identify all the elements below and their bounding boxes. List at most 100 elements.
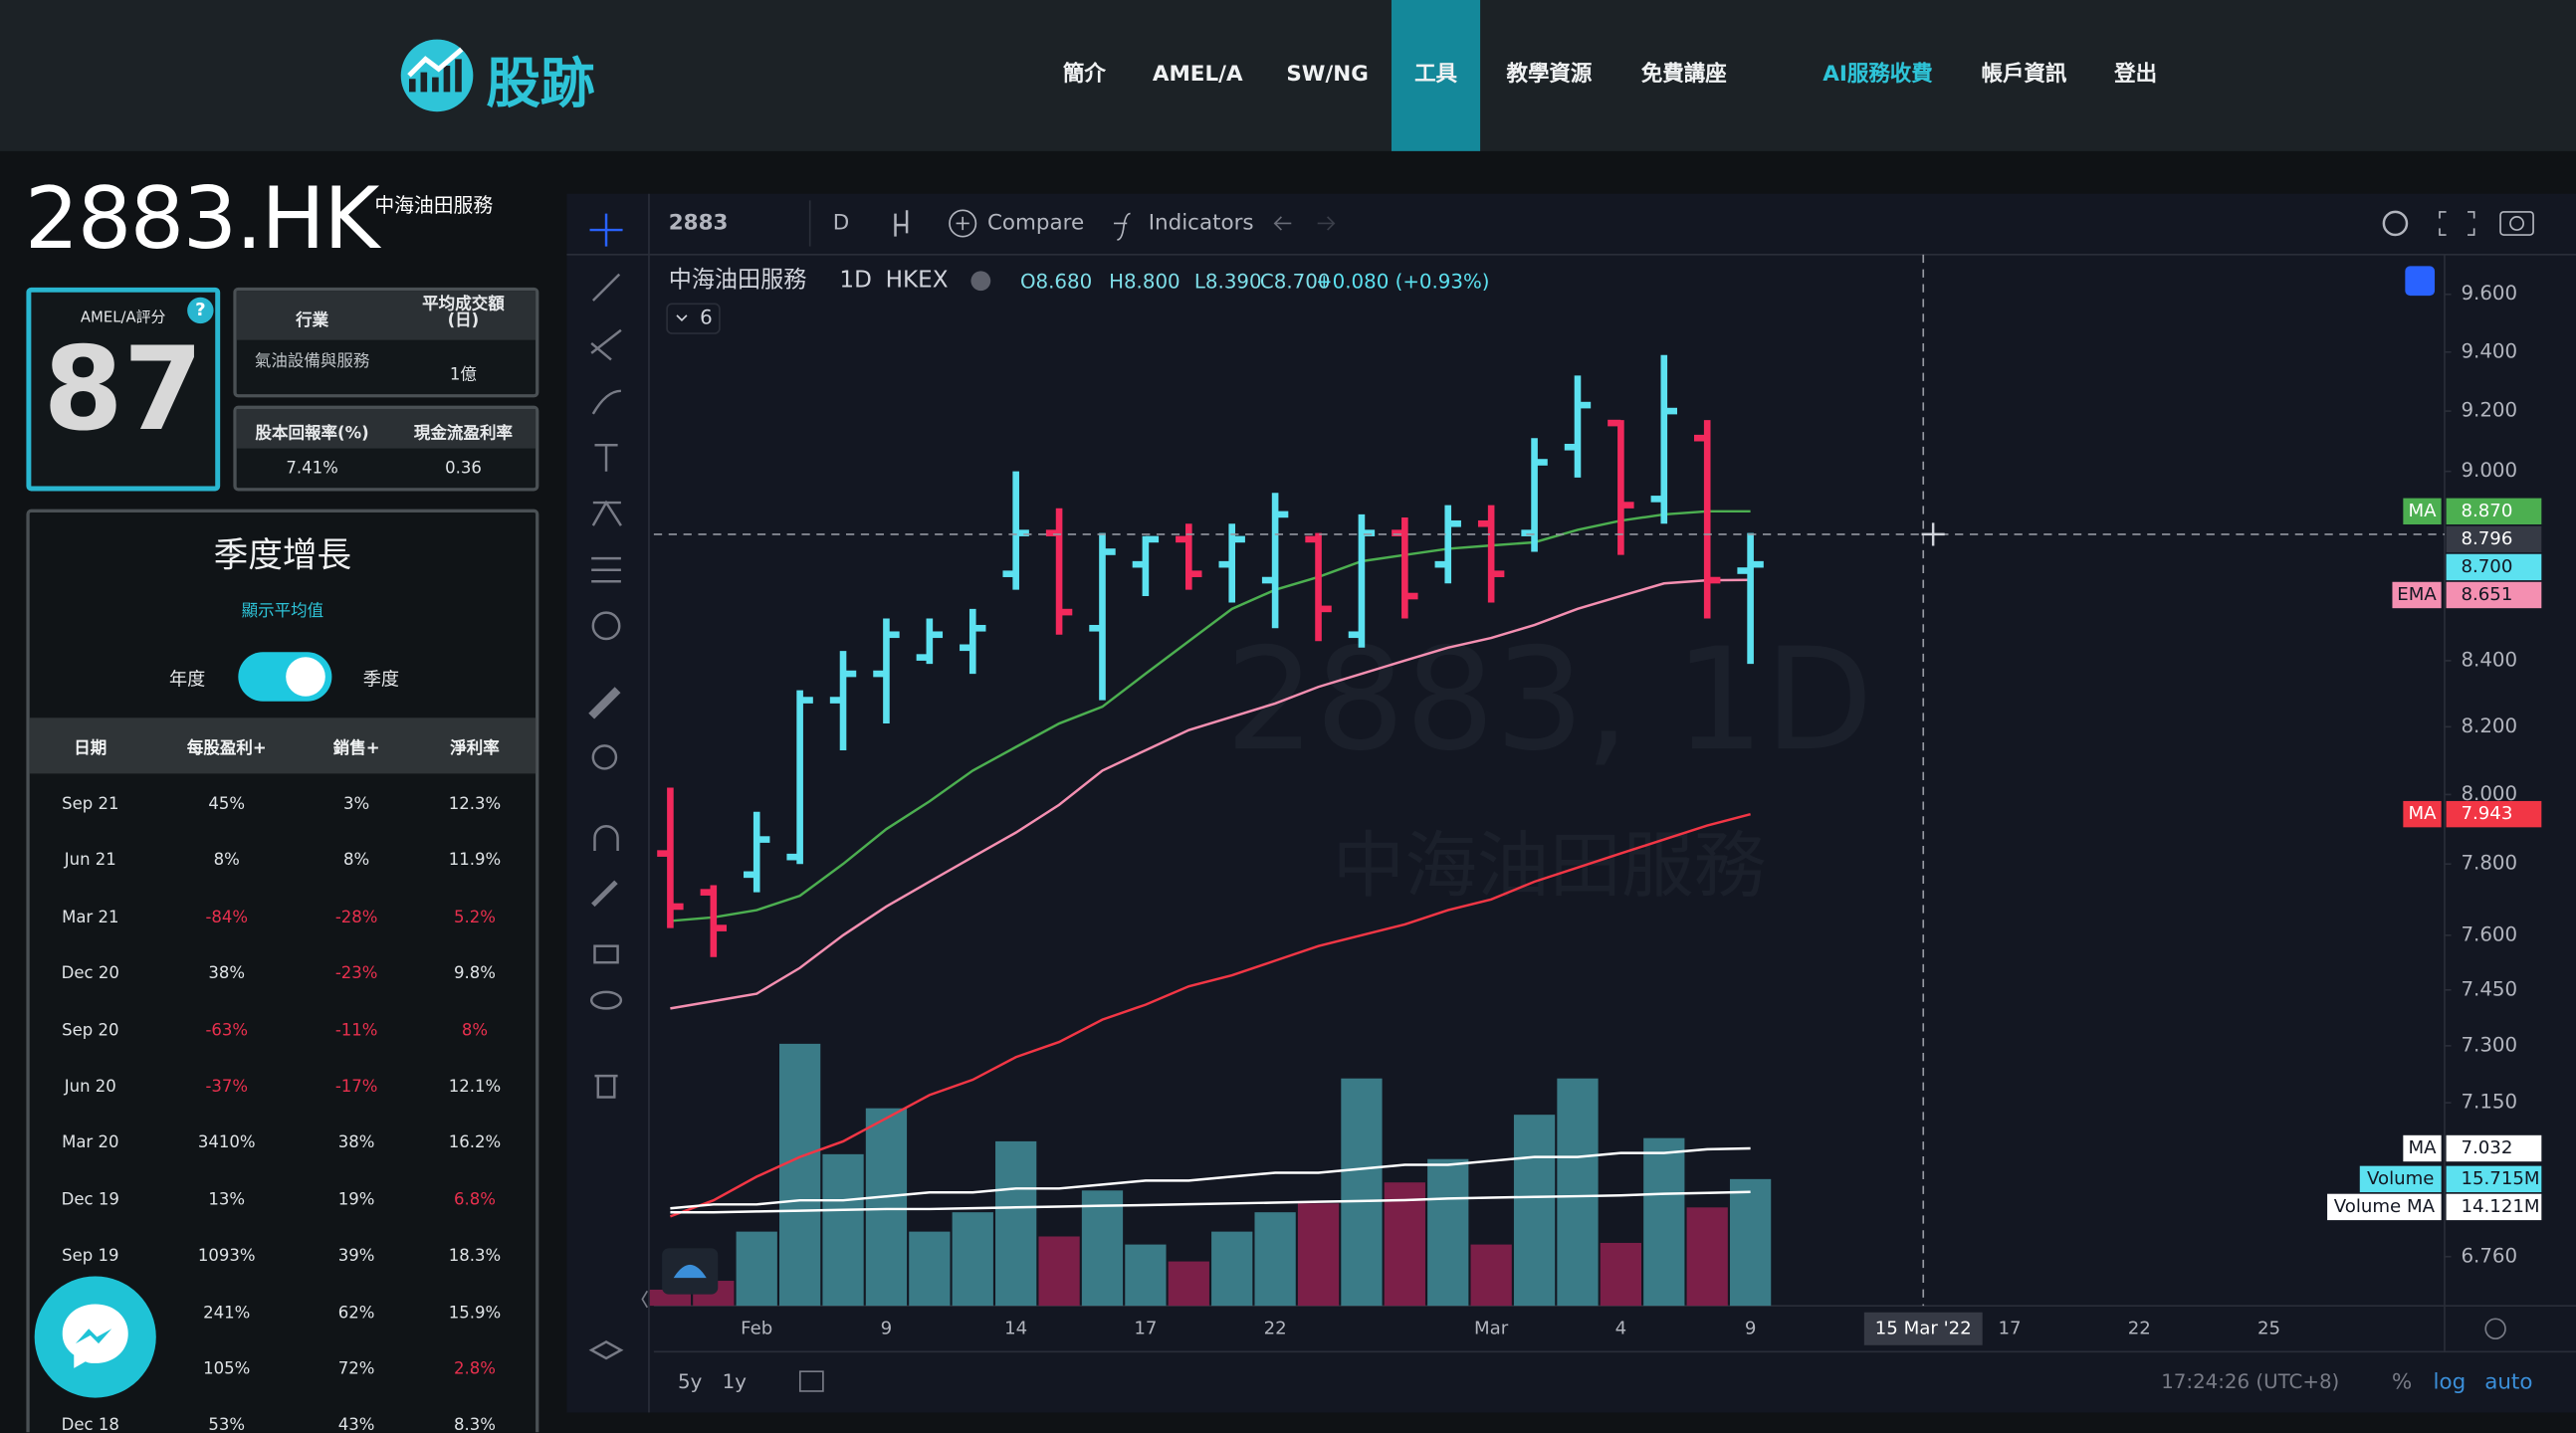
nav-item[interactable]: AI服務收費 bbox=[1823, 62, 1933, 88]
watermark: 2883, 1D bbox=[1225, 618, 1873, 782]
object-tree-tool[interactable] bbox=[588, 1340, 624, 1360]
nav-item[interactable]: 簡介 bbox=[1062, 62, 1106, 88]
stay-drawing-tool[interactable] bbox=[591, 880, 618, 908]
show-average-link[interactable]: 顯示平均值 bbox=[241, 602, 324, 621]
table-header-cell: 銷售+ bbox=[332, 739, 380, 758]
nav-item[interactable]: 免費講座 bbox=[1640, 62, 1727, 88]
table-cell: 12.1% bbox=[448, 1078, 502, 1097]
nav-item[interactable]: AMEL/A bbox=[1152, 62, 1243, 88]
table-header-cell: 日期 bbox=[74, 739, 107, 758]
table-cell: 105% bbox=[203, 1360, 251, 1379]
compare-icon bbox=[956, 216, 969, 231]
lock-tool[interactable] bbox=[593, 944, 619, 964]
tag-name: Volume MA bbox=[2334, 1196, 2436, 1217]
text-tool[interactable] bbox=[594, 444, 618, 472]
metrics-box: 股本回報率(%) 現金流盈利率 7.41% 0.36 bbox=[233, 405, 539, 492]
brush-tool[interactable] bbox=[591, 389, 621, 415]
prediction-tool[interactable] bbox=[591, 556, 621, 583]
x-tick-label: 22 bbox=[2128, 1318, 2151, 1338]
table-header-cell: 每股盈利+ bbox=[186, 739, 267, 758]
indicators-icon bbox=[1114, 212, 1131, 241]
x-tick-label: 14 bbox=[1004, 1318, 1027, 1338]
nav-bar: 股跡 簡介 AMEL/A SW/NG 工具 教學資源 免費講座 AI服務收費 帳戶資訊 登出 bbox=[0, 0, 2576, 151]
messenger-button[interactable] bbox=[33, 1275, 157, 1399]
table-cell: 9.8% bbox=[454, 964, 496, 984]
table-cell: Jun 21 bbox=[64, 852, 116, 871]
legend-value: L8.390 bbox=[1194, 270, 1262, 293]
hide-tool[interactable] bbox=[589, 990, 623, 1010]
table-cell: 18.3% bbox=[448, 1247, 502, 1267]
chart-type-icon[interactable] bbox=[894, 210, 909, 237]
studies-toggle[interactable] bbox=[666, 303, 721, 334]
nav-item[interactable]: 登出 bbox=[2114, 62, 2158, 88]
legend-value: C8.700 bbox=[1260, 270, 1331, 293]
table-cell: 39% bbox=[337, 1247, 375, 1267]
magnet-tool[interactable] bbox=[593, 825, 619, 851]
fib-tool[interactable] bbox=[590, 328, 622, 361]
y-tick-label: 8.400 bbox=[2461, 648, 2517, 671]
tag-name-box bbox=[2327, 1193, 2442, 1221]
symbol[interactable]: 2883 bbox=[669, 210, 729, 235]
volume-bar bbox=[865, 1108, 908, 1307]
price-tag bbox=[2446, 581, 2542, 609]
volume-bar bbox=[952, 1212, 993, 1307]
table-cell: -84% bbox=[205, 909, 249, 927]
indicators-button[interactable]: Indicators bbox=[1149, 210, 1254, 235]
watermark: 中海油田服務 bbox=[1333, 825, 1767, 909]
y-tick-label: 7.600 bbox=[2461, 922, 2517, 945]
score-value: 87 bbox=[43, 321, 204, 457]
bar-layer bbox=[657, 354, 1764, 957]
delete-tool[interactable] bbox=[594, 1074, 618, 1099]
metrics-header bbox=[236, 408, 537, 449]
volume-bar bbox=[736, 1231, 777, 1307]
x-tick-label: Mar bbox=[1474, 1318, 1509, 1338]
line-tool[interactable] bbox=[591, 273, 621, 302]
nav-item[interactable]: 教學資源 bbox=[1506, 62, 1593, 88]
table-cell: -37% bbox=[205, 1078, 249, 1097]
crosshair-x-label: 15 Mar '22 bbox=[1875, 1318, 1972, 1338]
snapshot-icon[interactable] bbox=[2499, 211, 2534, 236]
table-header bbox=[29, 717, 537, 774]
settings-icon[interactable] bbox=[2382, 210, 2409, 237]
crosshair-tool[interactable] bbox=[589, 213, 623, 247]
zoom-tool[interactable] bbox=[591, 744, 618, 770]
metric-value: 氣油設備與服務 bbox=[254, 352, 370, 372]
icon-tool[interactable] bbox=[591, 611, 621, 641]
y-tick-label: 7.800 bbox=[2461, 852, 2517, 875]
axis-settings-icon[interactable] bbox=[2484, 1318, 2506, 1339]
collapse-arrow[interactable] bbox=[641, 1290, 649, 1309]
price-tag bbox=[2446, 553, 2542, 581]
interval-button[interactable]: D bbox=[833, 210, 850, 235]
table-cell: -11% bbox=[334, 1021, 378, 1040]
volume-bar bbox=[1600, 1242, 1642, 1307]
nav-item[interactable]: SW/NG bbox=[1286, 62, 1369, 88]
object-tree-button[interactable] bbox=[2405, 266, 2436, 297]
y-tick-label: 9.200 bbox=[2461, 399, 2517, 422]
redo-icon[interactable] bbox=[1317, 216, 1336, 231]
help-icon[interactable]: ? bbox=[187, 297, 214, 324]
table-cell: 5.2% bbox=[454, 909, 496, 927]
percent-button[interactable]: % bbox=[2392, 1370, 2412, 1395]
table-cell: 38% bbox=[208, 964, 246, 984]
range-button[interactable]: 5y bbox=[678, 1370, 703, 1393]
date-range-icon[interactable] bbox=[798, 1370, 824, 1392]
auto-button[interactable]: auto bbox=[2484, 1370, 2532, 1395]
nav-item[interactable]: 工具 bbox=[1391, 0, 1481, 151]
metric-value: 1億 bbox=[449, 366, 477, 385]
volume-layer bbox=[649, 1043, 1772, 1307]
compare-button[interactable]: Compare bbox=[987, 210, 1084, 235]
range-button[interactable]: 1y bbox=[723, 1370, 748, 1393]
logo-text[interactable]: 股跡 bbox=[486, 51, 595, 115]
measure-tool[interactable] bbox=[588, 687, 621, 719]
table-cell: 3% bbox=[343, 795, 370, 814]
pattern-tool[interactable] bbox=[591, 500, 622, 526]
toggle-switch[interactable] bbox=[238, 652, 332, 702]
log-button[interactable]: log bbox=[2434, 1370, 2467, 1395]
volume-bar bbox=[1557, 1078, 1599, 1307]
volume-bar bbox=[1038, 1236, 1080, 1307]
nav-item[interactable]: 帳戶資訊 bbox=[1981, 62, 2067, 88]
metric-label: 平均成交額(日) bbox=[422, 296, 505, 330]
compare-icon[interactable] bbox=[949, 209, 977, 238]
fullscreen-icon[interactable] bbox=[2439, 211, 2475, 236]
undo-icon[interactable] bbox=[1273, 216, 1292, 231]
